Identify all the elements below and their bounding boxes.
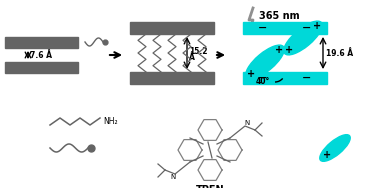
Text: N: N xyxy=(244,120,250,126)
Text: +: + xyxy=(275,45,283,55)
Text: −: − xyxy=(302,23,312,33)
Text: 19.6 Å: 19.6 Å xyxy=(326,49,353,58)
Ellipse shape xyxy=(246,45,284,79)
Bar xyxy=(130,22,214,34)
Text: 40°: 40° xyxy=(256,77,270,86)
Text: +: + xyxy=(313,21,321,31)
Text: +: + xyxy=(247,69,255,79)
Bar xyxy=(5,62,78,73)
Text: TPEN: TPEN xyxy=(196,185,224,188)
Text: +: + xyxy=(323,150,331,160)
Text: 15.2: 15.2 xyxy=(189,46,207,55)
Text: +: + xyxy=(285,45,293,55)
Text: −: − xyxy=(258,73,268,83)
Text: −: − xyxy=(302,73,312,83)
Text: 365 nm: 365 nm xyxy=(259,11,299,21)
Bar xyxy=(130,72,214,84)
Text: NH₂: NH₂ xyxy=(103,117,118,126)
Text: 7.6 Å: 7.6 Å xyxy=(30,52,52,61)
Bar xyxy=(243,22,327,34)
Ellipse shape xyxy=(320,135,350,161)
Text: N: N xyxy=(170,174,176,180)
Ellipse shape xyxy=(284,21,322,55)
Text: −: − xyxy=(258,23,268,33)
Bar xyxy=(243,72,327,84)
Text: Å: Å xyxy=(189,54,195,62)
Bar xyxy=(5,37,78,48)
